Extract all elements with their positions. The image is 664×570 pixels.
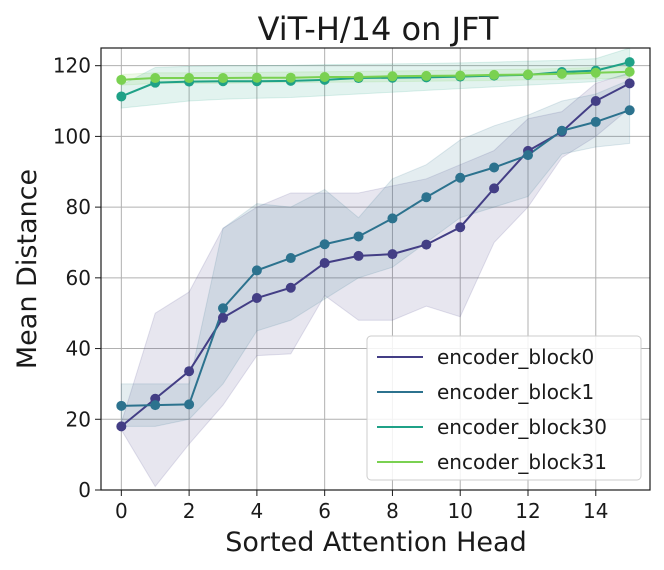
legend-label-encoder_block30: encoder_block30 — [437, 415, 607, 439]
grid — [101, 48, 650, 491]
encoder_block1-point — [353, 231, 364, 242]
encoder_block0-point — [319, 257, 330, 268]
encoder_block31-point — [285, 72, 296, 83]
y-tick-label: 20 — [66, 407, 91, 431]
encoder_block0-point — [116, 421, 127, 432]
y-tick-label: 100 — [53, 124, 91, 148]
x-tick-label: 2 — [183, 499, 196, 523]
encoder_block31-point — [251, 72, 262, 83]
encoder_block1-point — [150, 400, 161, 411]
y-tick-label: 60 — [66, 266, 91, 290]
x-tick-label: 14 — [583, 499, 608, 523]
legend: encoder_block0 encoder_block1 encoder_bloc… — [366, 335, 642, 481]
encoder_block31-point — [319, 71, 330, 82]
y-tick-label: 40 — [66, 337, 91, 361]
encoder_block31-point — [116, 74, 127, 85]
encoder_block30-point — [116, 91, 127, 102]
encoder_block31-point — [150, 73, 161, 84]
x-tick-label: 6 — [318, 499, 331, 523]
plot-frame — [100, 47, 651, 491]
encoder_block31-point — [218, 73, 228, 84]
encoder_block31-point — [421, 70, 432, 81]
encoder_block31-point — [353, 71, 364, 82]
legend-box — [366, 335, 642, 481]
encoder_block0-point — [184, 366, 195, 377]
legend-label-encoder_block1: encoder_block1 — [437, 380, 594, 404]
legend-label-encoder_block31: encoder_block31 — [437, 450, 607, 474]
encoder_block31-point — [455, 70, 466, 81]
x-tick-label: 8 — [386, 499, 399, 523]
encoder_block0-point — [590, 96, 601, 107]
encoder_block31-point — [489, 69, 500, 80]
encoder_block0-point — [489, 183, 500, 194]
x-axis-ticks: 0 2 4 6 8 10 12 14 — [115, 490, 609, 523]
encoder_block1-point — [319, 239, 330, 250]
encoder_block0-point — [285, 282, 296, 293]
encoder_block1-point — [523, 150, 533, 161]
encoder_block1-point — [387, 213, 398, 224]
y-axis-ticks: 0 20 40 60 80 100 120 — [53, 54, 101, 502]
encoder_block0-point — [624, 78, 635, 89]
encoder_block0-point — [353, 250, 364, 261]
encoder_block1-point — [218, 303, 228, 314]
legend-label-encoder_block0: encoder_block0 — [437, 345, 594, 369]
y-axis-label: Mean Distance — [12, 169, 43, 369]
encoder_block0-line — [120, 82, 631, 428]
x-tick-label: 4 — [251, 499, 264, 523]
encoder_block30-point — [624, 57, 635, 68]
encoder_block0-point — [387, 249, 398, 260]
encoder_block1-point — [116, 400, 127, 411]
encoder_block31-point — [590, 67, 601, 78]
series-points — [116, 57, 635, 432]
encoder_block1-point — [624, 105, 635, 116]
y-tick-label: 0 — [78, 478, 91, 502]
encoder_block1-point — [590, 116, 601, 127]
chart-title: ViT-H/14 on JFT — [258, 10, 499, 48]
encoder_block31-point — [523, 69, 533, 80]
encoder_block0-point — [421, 239, 432, 250]
encoder_block1-line — [121, 109, 630, 407]
encoder_block0-point — [455, 222, 466, 233]
y-tick-label: 120 — [53, 54, 91, 78]
encoder_block31-point — [556, 68, 567, 79]
x-tick-label: 12 — [515, 499, 540, 523]
series-lines — [120, 61, 631, 428]
encoder_block1-point — [184, 399, 195, 410]
encoder_block0-point — [218, 312, 228, 323]
encoder_block1-point — [455, 172, 466, 183]
encoder_block1-point — [421, 192, 432, 203]
encoder_block31-point — [387, 71, 398, 82]
encoder_block1-point — [285, 253, 296, 264]
x-axis-label: Sorted Attention Head — [225, 527, 526, 558]
encoder_block1-band — [120, 79, 631, 427]
encoder_block0-point — [251, 292, 262, 303]
x-tick-label: 0 — [115, 499, 128, 523]
encoder_block1-point — [251, 265, 262, 276]
y-tick-label: 80 — [66, 195, 91, 219]
encoder_block31-point — [624, 66, 635, 77]
encoder_block1-point — [556, 125, 567, 136]
x-tick-label: 10 — [447, 499, 472, 523]
encoder_block31-point — [184, 73, 195, 84]
encoder_block31-line — [121, 70, 630, 81]
encoder_block1-point — [489, 162, 500, 173]
